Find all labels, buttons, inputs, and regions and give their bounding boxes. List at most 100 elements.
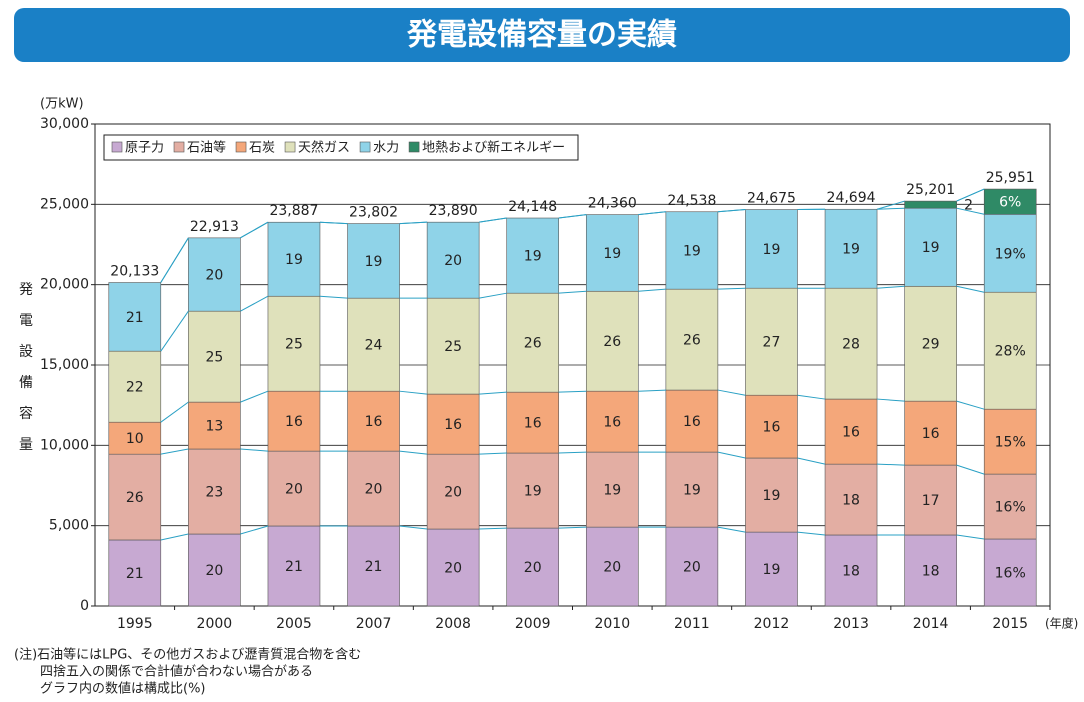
x-tick-label: 2013: [833, 616, 869, 632]
connector: [559, 391, 587, 392]
connector: [877, 286, 905, 288]
legend-label: 水力: [373, 141, 399, 156]
connector: [797, 532, 825, 535]
connector: [718, 527, 746, 532]
connector: [240, 391, 268, 402]
segment-label: 19: [603, 246, 621, 262]
connector: [797, 458, 825, 464]
legend-swatch: [360, 142, 370, 152]
segment-label: 24: [365, 338, 383, 354]
total-label: 24,538: [667, 193, 716, 209]
segment-label: 29: [922, 337, 940, 353]
segment-label: 20: [444, 485, 462, 501]
total-label: 24,360: [588, 196, 637, 212]
segment-label: 20: [444, 253, 462, 269]
x-tick-label: 2014: [913, 616, 949, 632]
y-tick-label: 0: [80, 598, 89, 614]
connector: [559, 215, 587, 218]
connector: [877, 464, 905, 465]
segment-label: 21: [365, 559, 383, 575]
connector: [718, 390, 746, 395]
segment-label: 19: [683, 483, 701, 499]
connector: [957, 286, 985, 292]
connector: [479, 392, 507, 394]
segment-label: 16: [444, 417, 462, 433]
y-tick-label: 20,000: [40, 277, 89, 293]
segment-label: 16: [842, 425, 860, 441]
y-axis-label: 容: [19, 405, 33, 422]
segment-label: 20: [365, 482, 383, 498]
connector: [559, 291, 587, 293]
connector: [161, 534, 189, 540]
connector: [718, 210, 746, 212]
connector: [877, 399, 905, 401]
segment-label: 20: [524, 560, 542, 576]
segment-label: 19: [524, 484, 542, 500]
connector: [240, 526, 268, 534]
connector: [320, 296, 348, 298]
segment-label: 19: [922, 240, 940, 256]
connector: [797, 395, 825, 399]
connector: [161, 238, 189, 283]
connector: [320, 222, 348, 223]
connector: [161, 311, 189, 351]
segment-label: 19: [524, 249, 542, 265]
connector: [638, 390, 666, 391]
segment-label: 21: [285, 559, 303, 575]
segment-label: 19%: [995, 246, 1026, 262]
segment-label: 27: [763, 335, 781, 351]
segment-label: 16%: [995, 500, 1026, 516]
bar-segment: [905, 201, 957, 208]
segment-label: 18: [842, 563, 860, 579]
segment-label: 21: [126, 310, 144, 326]
segment-label: 16: [365, 414, 383, 430]
segment-label: 25: [444, 339, 462, 355]
segment-label: 20: [205, 268, 223, 284]
y-tick-label: 15,000: [40, 357, 89, 373]
x-unit: (年度): [1045, 616, 1078, 631]
total-label: 23,802: [349, 205, 398, 221]
segment-label: 22: [126, 380, 144, 396]
segment-label: 19: [683, 243, 701, 259]
connector: [957, 535, 985, 539]
connector: [479, 453, 507, 454]
segment-label: 13: [205, 419, 223, 435]
x-tick-label: 2009: [515, 616, 551, 632]
segment-label: 6%: [999, 195, 1021, 211]
x-tick-label: 2005: [276, 616, 312, 632]
connector: [479, 293, 507, 298]
legend-swatch: [285, 142, 295, 152]
segment-label: 19: [842, 242, 860, 258]
segment-label: 16: [763, 420, 781, 436]
segment-label: 19: [365, 254, 383, 270]
segment-label: 10: [126, 431, 144, 447]
connector: [400, 451, 428, 454]
y-axis-label: 設: [19, 344, 33, 360]
segment-label: 16: [603, 415, 621, 431]
segment-label: 20: [444, 561, 462, 577]
connector: [400, 391, 428, 394]
x-tick-label: 2010: [594, 616, 630, 632]
total-label: 23,887: [269, 203, 318, 219]
y-tick-label: 5,000: [49, 518, 89, 534]
connector: [559, 527, 587, 528]
legend-label: 原子力: [125, 141, 164, 156]
segment-label: 20: [683, 560, 701, 576]
legend-swatch: [236, 142, 246, 152]
legend-label: 天然ガス: [298, 140, 350, 156]
connector: [400, 222, 428, 223]
legend-swatch: [112, 142, 122, 152]
connector: [479, 218, 507, 222]
connector: [638, 289, 666, 291]
total-label: 24,148: [508, 199, 557, 215]
connector: [240, 296, 268, 311]
legend-swatch: [174, 142, 184, 152]
total-label: 23,890: [429, 203, 478, 219]
segment-label: 19: [285, 252, 303, 268]
legend-label: 地熱および新エネルギー: [422, 140, 565, 156]
segment-label: 19: [763, 562, 781, 578]
segment-label: 20: [603, 560, 621, 576]
y-axis-label: 発: [19, 282, 33, 298]
segment-label: 16: [922, 426, 940, 442]
